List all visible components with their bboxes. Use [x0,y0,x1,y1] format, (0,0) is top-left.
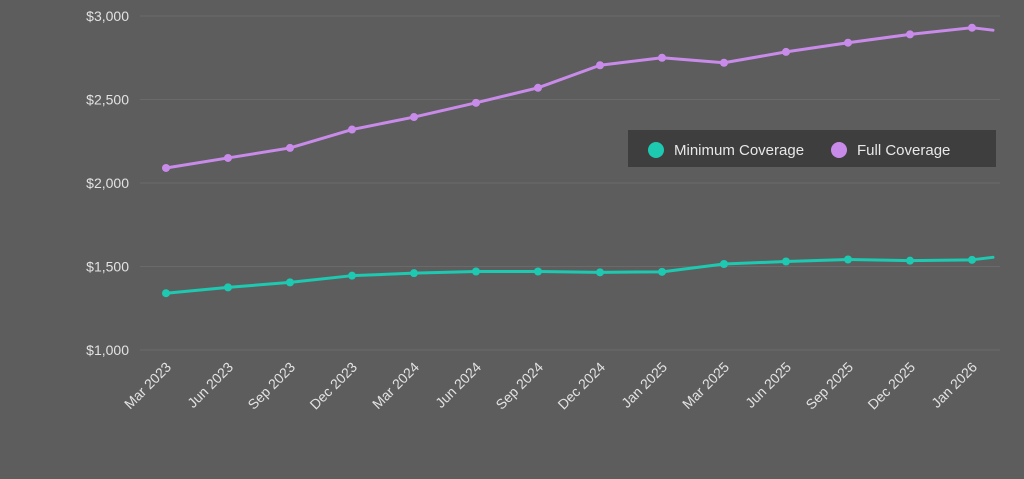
data-point-minimum-coverage[interactable] [658,267,666,276]
legend-swatch-full-coverage[interactable] [831,142,847,158]
x-tick-label: Jan 2026 [928,359,980,411]
data-point-full-coverage[interactable] [472,98,480,107]
x-tick-label: Jan 2025 [618,359,670,411]
x-tick-label: Jun 2025 [742,359,794,411]
x-tick-label: Dec 2024 [554,359,608,413]
x-tick-label: Jun 2023 [184,359,236,411]
data-point-minimum-coverage[interactable] [348,271,356,280]
legend-label-full-coverage[interactable]: Full Coverage [857,142,950,159]
legend-swatch-minimum-coverage[interactable] [648,142,664,158]
data-point-full-coverage[interactable] [348,125,356,134]
data-point-full-coverage[interactable] [782,47,790,56]
x-tick-label: Dec 2025 [864,359,918,413]
y-tick-label: $1,500 [86,259,129,275]
x-axis-ticks: Mar 2023 Jun 2023 Sep 2023 Dec 2023 Mar 2024… [121,359,980,413]
series-line-minimum-coverage [164,255,995,295]
x-tick-label: Mar 2024 [369,359,422,412]
data-point-full-coverage[interactable] [968,23,976,32]
x-tick-label: Sep 2023 [244,359,298,413]
data-point-full-coverage[interactable] [534,83,542,92]
series-lines [162,23,995,298]
y-tick-label: $2,000 [86,175,129,191]
data-point-full-coverage[interactable] [286,143,294,152]
data-point-minimum-coverage[interactable] [472,267,480,276]
y-tick-label: $3,000 [86,8,129,24]
data-point-minimum-coverage[interactable] [720,259,728,268]
data-point-minimum-coverage[interactable] [286,278,294,287]
data-point-full-coverage[interactable] [720,58,728,67]
data-point-minimum-coverage[interactable] [782,257,790,266]
x-tick-label: Jun 2024 [432,359,484,411]
data-point-full-coverage[interactable] [596,61,604,70]
data-point-minimum-coverage[interactable] [844,255,852,264]
data-point-minimum-coverage[interactable] [224,283,232,292]
x-tick-label: Dec 2023 [306,359,360,413]
y-tick-label: $2,500 [86,92,129,108]
legend: Minimum Coverage Full Coverage [628,130,996,167]
data-point-minimum-coverage[interactable] [596,268,604,277]
x-tick-label: Mar 2025 [679,359,732,412]
data-point-full-coverage[interactable] [906,30,914,39]
data-point-minimum-coverage[interactable] [410,269,418,278]
legend-label-minimum-coverage[interactable]: Minimum Coverage [674,142,804,159]
data-point-minimum-coverage[interactable] [162,289,170,298]
data-point-full-coverage[interactable] [658,53,666,62]
data-point-full-coverage[interactable] [410,113,418,122]
y-axis-ticks: $1,000 $1,500 $2,000 $2,500 $3,000 [86,8,129,358]
x-tick-label: Sep 2024 [492,359,546,413]
y-tick-label: $1,000 [86,342,129,358]
data-point-full-coverage[interactable] [844,38,852,47]
x-tick-label: Sep 2025 [802,359,856,413]
legend-background [628,130,996,167]
data-point-full-coverage[interactable] [224,153,232,162]
series-full-coverage [162,23,995,172]
data-point-minimum-coverage[interactable] [968,255,976,264]
x-tick-label: Mar 2023 [121,359,174,412]
data-point-minimum-coverage[interactable] [906,256,914,265]
series-minimum-coverage [162,255,995,298]
gridlines [140,15,1000,351]
data-point-full-coverage[interactable] [162,163,170,172]
data-point-minimum-coverage[interactable] [534,267,542,276]
